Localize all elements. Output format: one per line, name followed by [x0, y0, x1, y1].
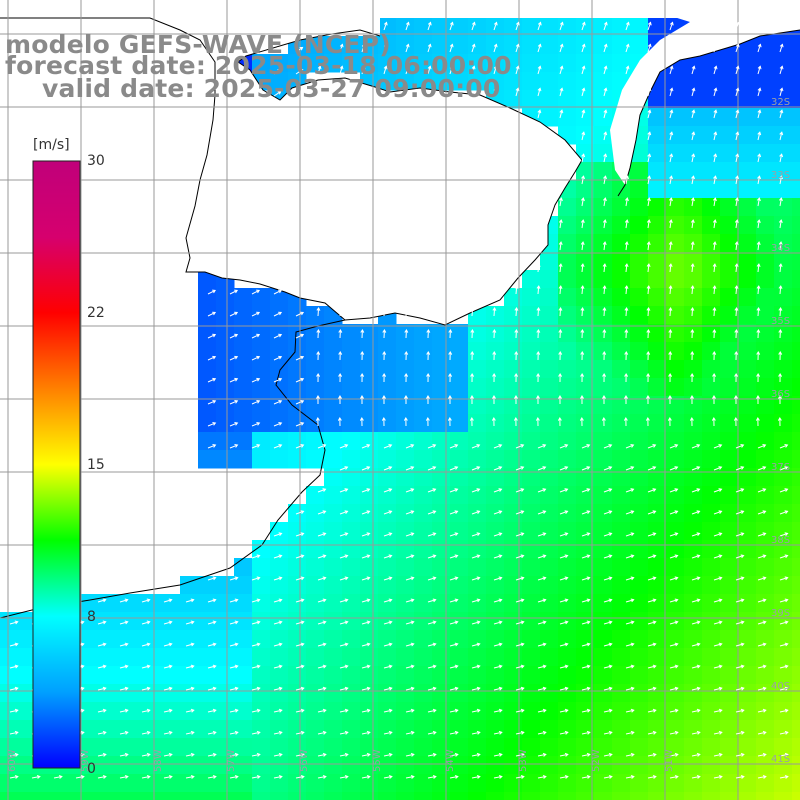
lon-label: 53W — [518, 749, 529, 772]
colorbar-gradient — [32, 160, 81, 769]
lon-label: 54W — [445, 749, 456, 772]
lat-label: 33S — [771, 170, 790, 181]
lat-label: 32S — [771, 97, 790, 108]
colorbar-unit-label: [m/s] — [33, 137, 70, 153]
lon-label: 60W — [7, 749, 18, 772]
lon-label: 58W — [153, 749, 164, 772]
colorbar-tick-30: 30 — [87, 153, 105, 169]
lat-label: 36S — [771, 389, 790, 400]
colorbar-tick-0: 0 — [87, 761, 96, 777]
latitude-labels: 32S 33S 34S 35S 36S 37S 38S 39S 40S 41S — [771, 97, 790, 765]
lon-label: 59W — [80, 749, 91, 772]
forecast-date: forecast date: 2025-03-18 06:00:00 — [5, 51, 512, 80]
colorbar-tick-15: 15 — [87, 457, 105, 473]
lon-label: 52W — [591, 749, 602, 772]
lon-label: 55W — [372, 749, 383, 772]
model-title: modelo GEFS-WAVE (NCEP) — [5, 30, 391, 59]
lon-label: 56W — [299, 749, 310, 772]
longitude-labels: 60W 59W 58W 57W 56W 55W 54W 53W 52W 51W — [7, 749, 675, 772]
valid-date: valid date: 2025-03-27 09:00:00 — [42, 74, 501, 103]
colorbar-tick-22: 22 — [87, 305, 105, 321]
lat-label: 37S — [771, 462, 790, 473]
land-layer — [0, 17, 800, 619]
lat-label: 38S — [771, 535, 790, 546]
colorbar: [m/s] 30 22 15 8 0 — [32, 137, 105, 777]
colorbar-tick-8: 8 — [87, 609, 96, 625]
lat-label: 35S — [771, 316, 790, 327]
lat-label: 40S — [771, 681, 790, 692]
lat-label: 39S — [771, 608, 790, 619]
wind-vectors — [9, 21, 789, 779]
lon-label: 51W — [664, 749, 675, 772]
lon-label: 57W — [226, 749, 237, 772]
lat-label: 41S — [771, 754, 790, 765]
lat-label: 34S — [771, 243, 790, 254]
